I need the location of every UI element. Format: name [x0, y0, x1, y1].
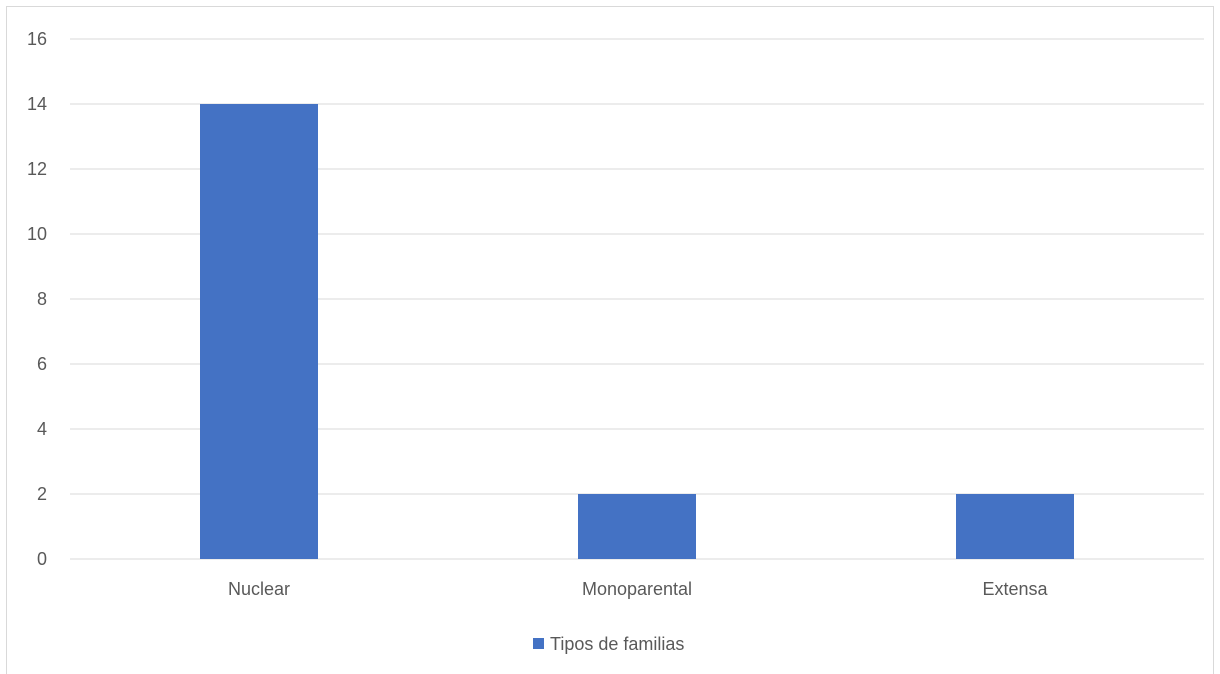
y-tick-label: 4: [37, 419, 47, 439]
legend: Tipos de familias: [533, 634, 684, 654]
legend-label: Tipos de familias: [550, 634, 684, 654]
bar-extensa: [956, 494, 1074, 559]
legend-swatch: [533, 638, 544, 649]
x-tick-label: Extensa: [982, 579, 1048, 599]
bars: [200, 104, 1074, 559]
bar-nuclear: [200, 104, 318, 559]
x-tick-label: Nuclear: [228, 579, 290, 599]
y-tick-label: 6: [37, 354, 47, 374]
y-tick-label: 0: [37, 549, 47, 569]
y-tick-label: 2: [37, 484, 47, 504]
y-tick-label: 12: [27, 159, 47, 179]
y-tick-label: 14: [27, 94, 47, 114]
x-tick-label: Monoparental: [582, 579, 692, 599]
y-tick-label: 16: [27, 29, 47, 49]
y-tick-label: 10: [27, 224, 47, 244]
bar-monoparental: [578, 494, 696, 559]
y-axis-ticks: 0 2 4 6 8 10 12 14 16: [27, 29, 47, 569]
y-tick-label: 8: [37, 289, 47, 309]
x-axis-ticks: Nuclear Monoparental Extensa: [228, 579, 1049, 599]
